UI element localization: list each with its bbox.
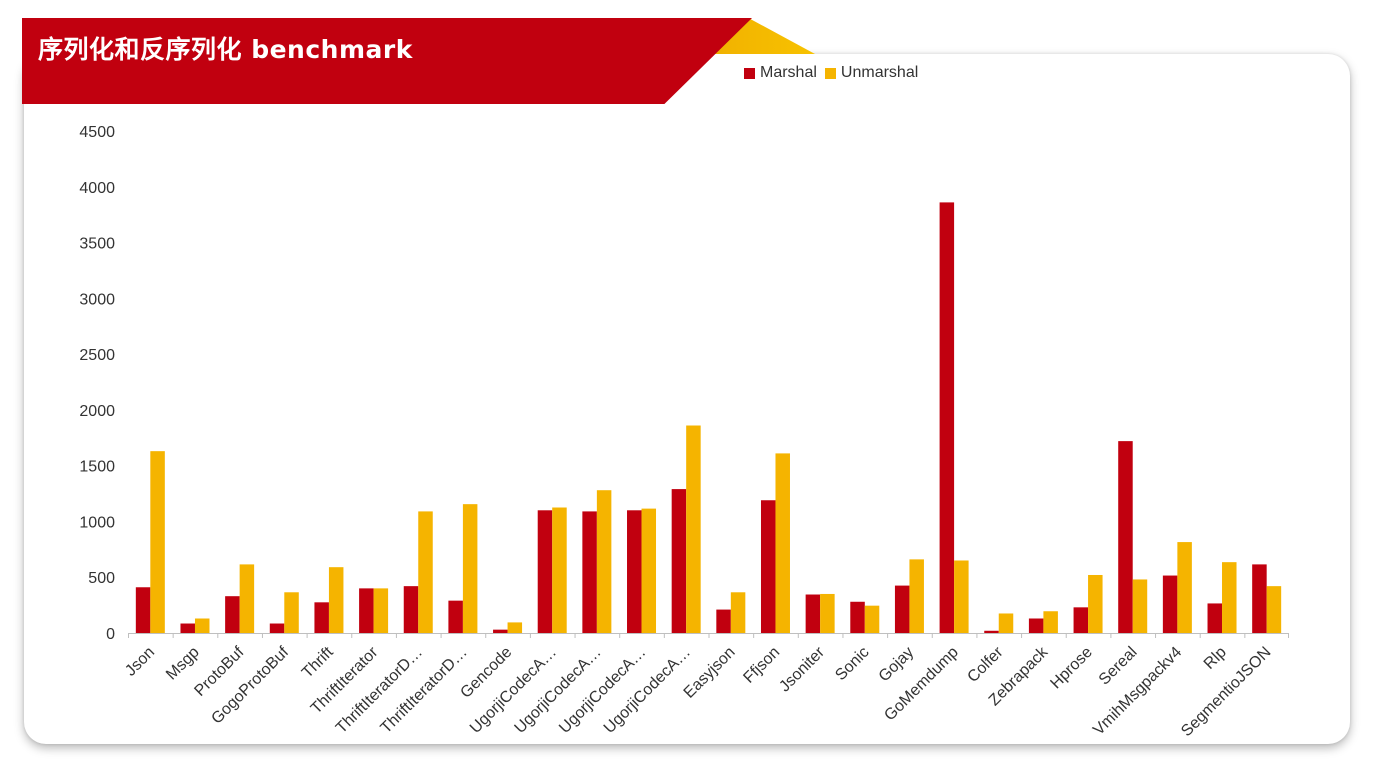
y-tick-label: 1000 — [79, 514, 115, 531]
x-category-label: Colfer — [964, 643, 1007, 686]
title-banner — [22, 18, 752, 104]
bar-marshal — [403, 586, 419, 633]
bar-marshal — [1118, 441, 1133, 633]
legend-item-marshal: Marshal — [744, 64, 817, 82]
x-category-label: GogoProtoBuf — [208, 643, 292, 727]
legend-label-marshal: Marshal — [760, 64, 817, 81]
bar-unmarshal — [284, 592, 299, 633]
bar-marshal — [1073, 607, 1089, 633]
x-category-label: Msgp — [163, 644, 203, 684]
bar-unmarshal — [954, 560, 969, 633]
bar-marshal — [627, 510, 642, 633]
y-tick-label: 1500 — [79, 459, 115, 476]
bar-marshal — [1028, 618, 1044, 633]
y-tick-label: 2000 — [79, 403, 115, 420]
chart-legend: Marshal Unmarshal — [744, 64, 926, 82]
bar-unmarshal — [998, 613, 1014, 633]
bar-unmarshal — [507, 622, 523, 633]
y-tick-label: 4000 — [79, 180, 115, 197]
bar-marshal — [314, 602, 329, 633]
bar-unmarshal — [1266, 586, 1282, 633]
bar-marshal — [582, 511, 597, 633]
bar-marshal — [671, 489, 687, 633]
bar-marshal — [984, 630, 999, 633]
bar-unmarshal — [418, 511, 433, 633]
y-tick-label: 3000 — [79, 291, 115, 308]
bar-unmarshal — [373, 588, 389, 633]
bar-unmarshal — [596, 490, 612, 633]
bar-unmarshal — [1043, 611, 1058, 633]
bar-marshal — [537, 510, 553, 633]
bar-unmarshal — [328, 567, 344, 633]
x-category-label: Rlp — [1201, 644, 1230, 673]
x-category-label: Sonic — [832, 644, 872, 684]
bar-marshal — [1207, 603, 1223, 633]
legend-item-unmarshal: Unmarshal — [824, 64, 919, 82]
bar-marshal — [1162, 575, 1178, 633]
y-tick-label: 2500 — [79, 347, 115, 364]
bar-marshal — [805, 594, 821, 633]
bar-unmarshal — [552, 507, 567, 633]
legend-label-unmarshal: Unmarshal — [840, 64, 919, 81]
bar-marshal — [448, 600, 463, 633]
legend-swatch-marshal — [744, 67, 755, 79]
y-tick-label: 500 — [88, 570, 115, 587]
bar-unmarshal — [194, 618, 210, 633]
bar-marshal — [760, 500, 776, 633]
bar-unmarshal — [820, 593, 835, 633]
bar-marshal — [716, 609, 731, 633]
bar-unmarshal — [775, 453, 790, 633]
bar-unmarshal — [1132, 579, 1148, 633]
page-title: 序列化和反序列化 benchmark — [38, 35, 413, 64]
bar-marshal — [180, 623, 195, 633]
bar-marshal — [225, 596, 240, 633]
bar-marshal — [493, 629, 508, 633]
y-tick-label: 0 — [106, 626, 115, 643]
x-category-label: Jsoniter — [776, 643, 828, 695]
bar-unmarshal — [150, 451, 165, 633]
x-category-label: Hprose — [1047, 644, 1096, 693]
x-category-label: Thrift — [299, 643, 337, 681]
legend-swatch-unmarshal — [824, 67, 836, 79]
bar-unmarshal — [462, 504, 478, 633]
bar-marshal — [269, 623, 285, 633]
bar-unmarshal — [909, 559, 924, 633]
bar-marshal — [850, 601, 865, 633]
bar-unmarshal — [864, 605, 880, 633]
bar-marshal — [135, 587, 151, 633]
bar-marshal — [894, 585, 910, 633]
bar-unmarshal — [239, 564, 255, 633]
x-category-label: Gojay — [876, 644, 918, 686]
x-category-label: Ffjson — [740, 644, 783, 687]
bar-unmarshal — [686, 425, 701, 633]
bar-marshal — [359, 588, 374, 633]
bar-unmarshal — [730, 592, 746, 633]
bar-unmarshal — [1177, 542, 1192, 633]
bar-unmarshal — [641, 508, 657, 633]
bar-unmarshal — [1222, 562, 1237, 633]
y-tick-label: 4500 — [79, 124, 115, 141]
bar-unmarshal — [1088, 574, 1103, 633]
x-category-label: Json — [122, 644, 158, 680]
bar-marshal — [1252, 564, 1267, 633]
bar-marshal — [939, 202, 955, 633]
y-tick-label: 3500 — [79, 236, 115, 253]
